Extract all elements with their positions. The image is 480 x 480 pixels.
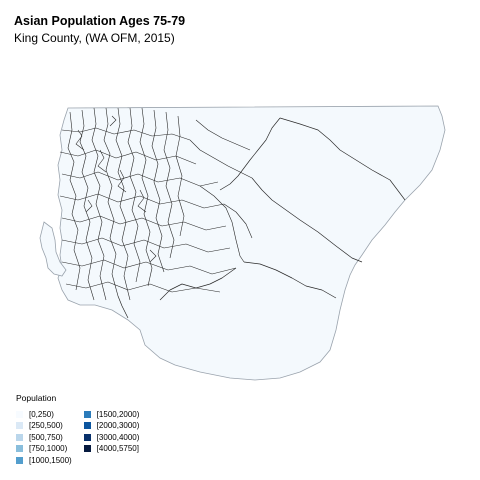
legend-label: [3000,4000) xyxy=(96,432,140,442)
vashon-island xyxy=(39,221,67,277)
legend-swatch xyxy=(16,433,23,441)
legend-item: [2000,3000) xyxy=(83,421,140,431)
legend-label: [1000,1500) xyxy=(29,455,72,465)
legend-column-1: [0,250) [250,500) [500,750) [750,1000) [… xyxy=(16,409,72,465)
legend-label: [1500,2000) xyxy=(96,409,140,419)
legend-item: [4000,5750] xyxy=(83,444,140,454)
legend-item: [0,250) xyxy=(16,409,72,419)
tract-boundaries xyxy=(59,107,253,301)
legend-item: [1000,1500) xyxy=(16,455,72,465)
legend-swatch xyxy=(83,410,91,418)
legend-item: [500,750) xyxy=(16,432,72,442)
legend-swatch xyxy=(16,445,23,452)
map-subtitle: King County, (WA OFM, 2015) xyxy=(14,31,175,45)
legend-swatch xyxy=(16,456,23,464)
legend-swatch xyxy=(83,433,91,441)
legend-label: [0,250) xyxy=(29,409,54,419)
legend-item: [3000,4000) xyxy=(83,432,140,442)
map-title: Asian Population Ages 75-79 xyxy=(14,14,186,28)
legend-label: [2000,3000) xyxy=(96,421,140,430)
legend: Population [0,250) [250,500) [500,750) [… xyxy=(16,393,139,465)
legend-swatch xyxy=(16,410,23,418)
legend-item: [1500,2000) xyxy=(83,409,140,419)
legend-column-2: [1500,2000) [2000,3000) [3000,4000) [400… xyxy=(83,409,140,465)
legend-label: [500,750) xyxy=(29,432,63,442)
legend-swatch xyxy=(16,422,23,429)
legend-item: [750,1000) xyxy=(16,444,72,454)
legend-swatch xyxy=(83,445,91,452)
legend-label: [750,1000) xyxy=(29,444,68,453)
county-outline xyxy=(57,105,446,381)
legend-columns: [0,250) [250,500) [500,750) [750,1000) [… xyxy=(16,409,139,465)
rural-boundaries xyxy=(117,117,406,319)
legend-swatch xyxy=(83,422,91,429)
legend-label: [250,500) xyxy=(29,421,63,430)
legend-title: Population xyxy=(16,393,57,403)
legend-item: [250,500) xyxy=(16,421,72,431)
legend-label: [4000,5750] xyxy=(96,444,139,453)
